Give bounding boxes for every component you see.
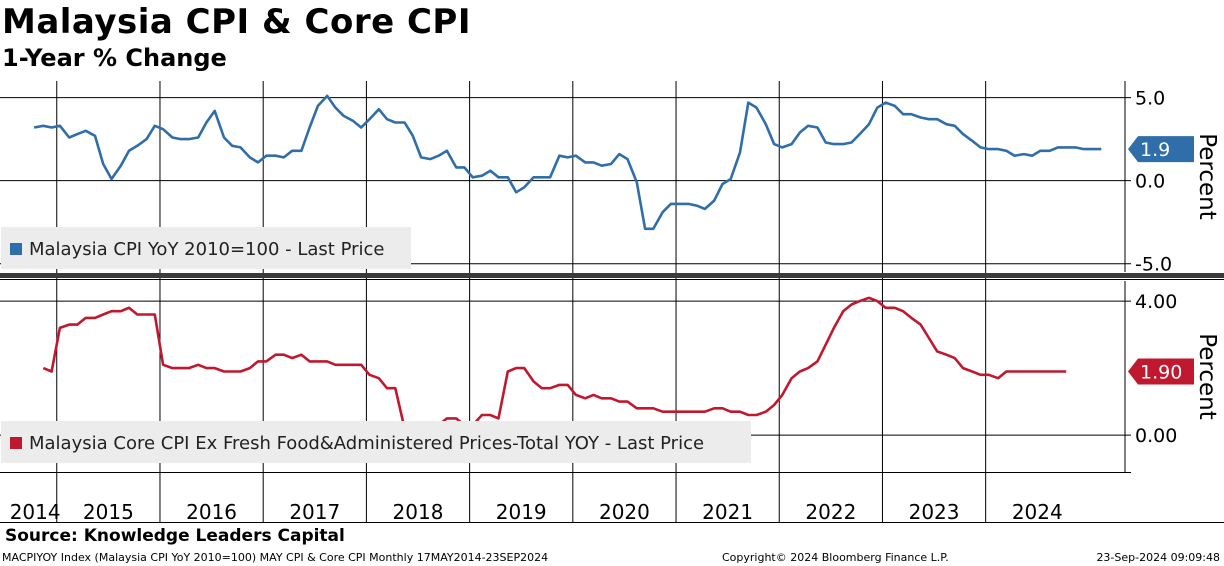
y-axis-label: Percent: [1194, 133, 1220, 220]
cpi-series-line: [33, 94, 1102, 231]
legend-box: [1, 227, 411, 269]
x-tick-label: 2015: [83, 500, 134, 524]
footer-copyright: Copyright© 2024 Bloomberg Finance L.P.: [722, 551, 949, 564]
chart-title: Malaysia CPI & Core CPI: [2, 2, 472, 42]
footer-index-info: MACPIYOY Index (Malaysia CPI YoY 2010=10…: [2, 551, 549, 564]
last-value-label: 1.9: [1140, 139, 1170, 161]
last-value-label: 1.90: [1140, 361, 1182, 383]
source-note: Source: Knowledge Leaders Capital: [5, 526, 345, 546]
y-tick-label: 5.0: [1135, 88, 1165, 110]
legend-label: Malaysia CPI YoY 2010=100 - Last Price: [29, 239, 384, 260]
y-tick-label: 0.00: [1135, 425, 1177, 447]
legend-label: Malaysia Core CPI Ex Fresh Food&Administ…: [29, 433, 704, 454]
x-tick-label: 2017: [289, 500, 340, 524]
panel-divider: [0, 273, 1224, 278]
y-tick-label: 0.0: [1135, 171, 1165, 193]
x-tick-label: 2021: [702, 500, 753, 524]
x-tick-label: 2018: [393, 500, 444, 524]
last-value-tag: [1128, 358, 1194, 385]
legend-swatch: [10, 243, 22, 255]
x-tick-label: 2022: [805, 500, 856, 524]
x-tick-label: 2024: [1012, 500, 1063, 524]
x-tick-label: 2014: [10, 500, 61, 524]
y-tick-label: 4.00: [1135, 291, 1177, 313]
legend-swatch: [10, 437, 22, 449]
chart-subtitle: 1-Year % Change: [2, 44, 227, 72]
x-tick-label: 2020: [599, 500, 650, 524]
x-tick-label: 2023: [909, 500, 960, 524]
x-tick-label: 2016: [186, 500, 237, 524]
legend-box: [1, 421, 751, 463]
core-cpi-series-line: [42, 296, 1067, 450]
last-value-tag: [1128, 136, 1194, 163]
y-axis-label: Percent: [1194, 333, 1220, 420]
footer-timestamp: 23-Sep-2024 09:09:48: [1096, 551, 1220, 564]
y-tick-label: -5.0: [1135, 254, 1172, 276]
x-tick-label: 2019: [496, 500, 547, 524]
